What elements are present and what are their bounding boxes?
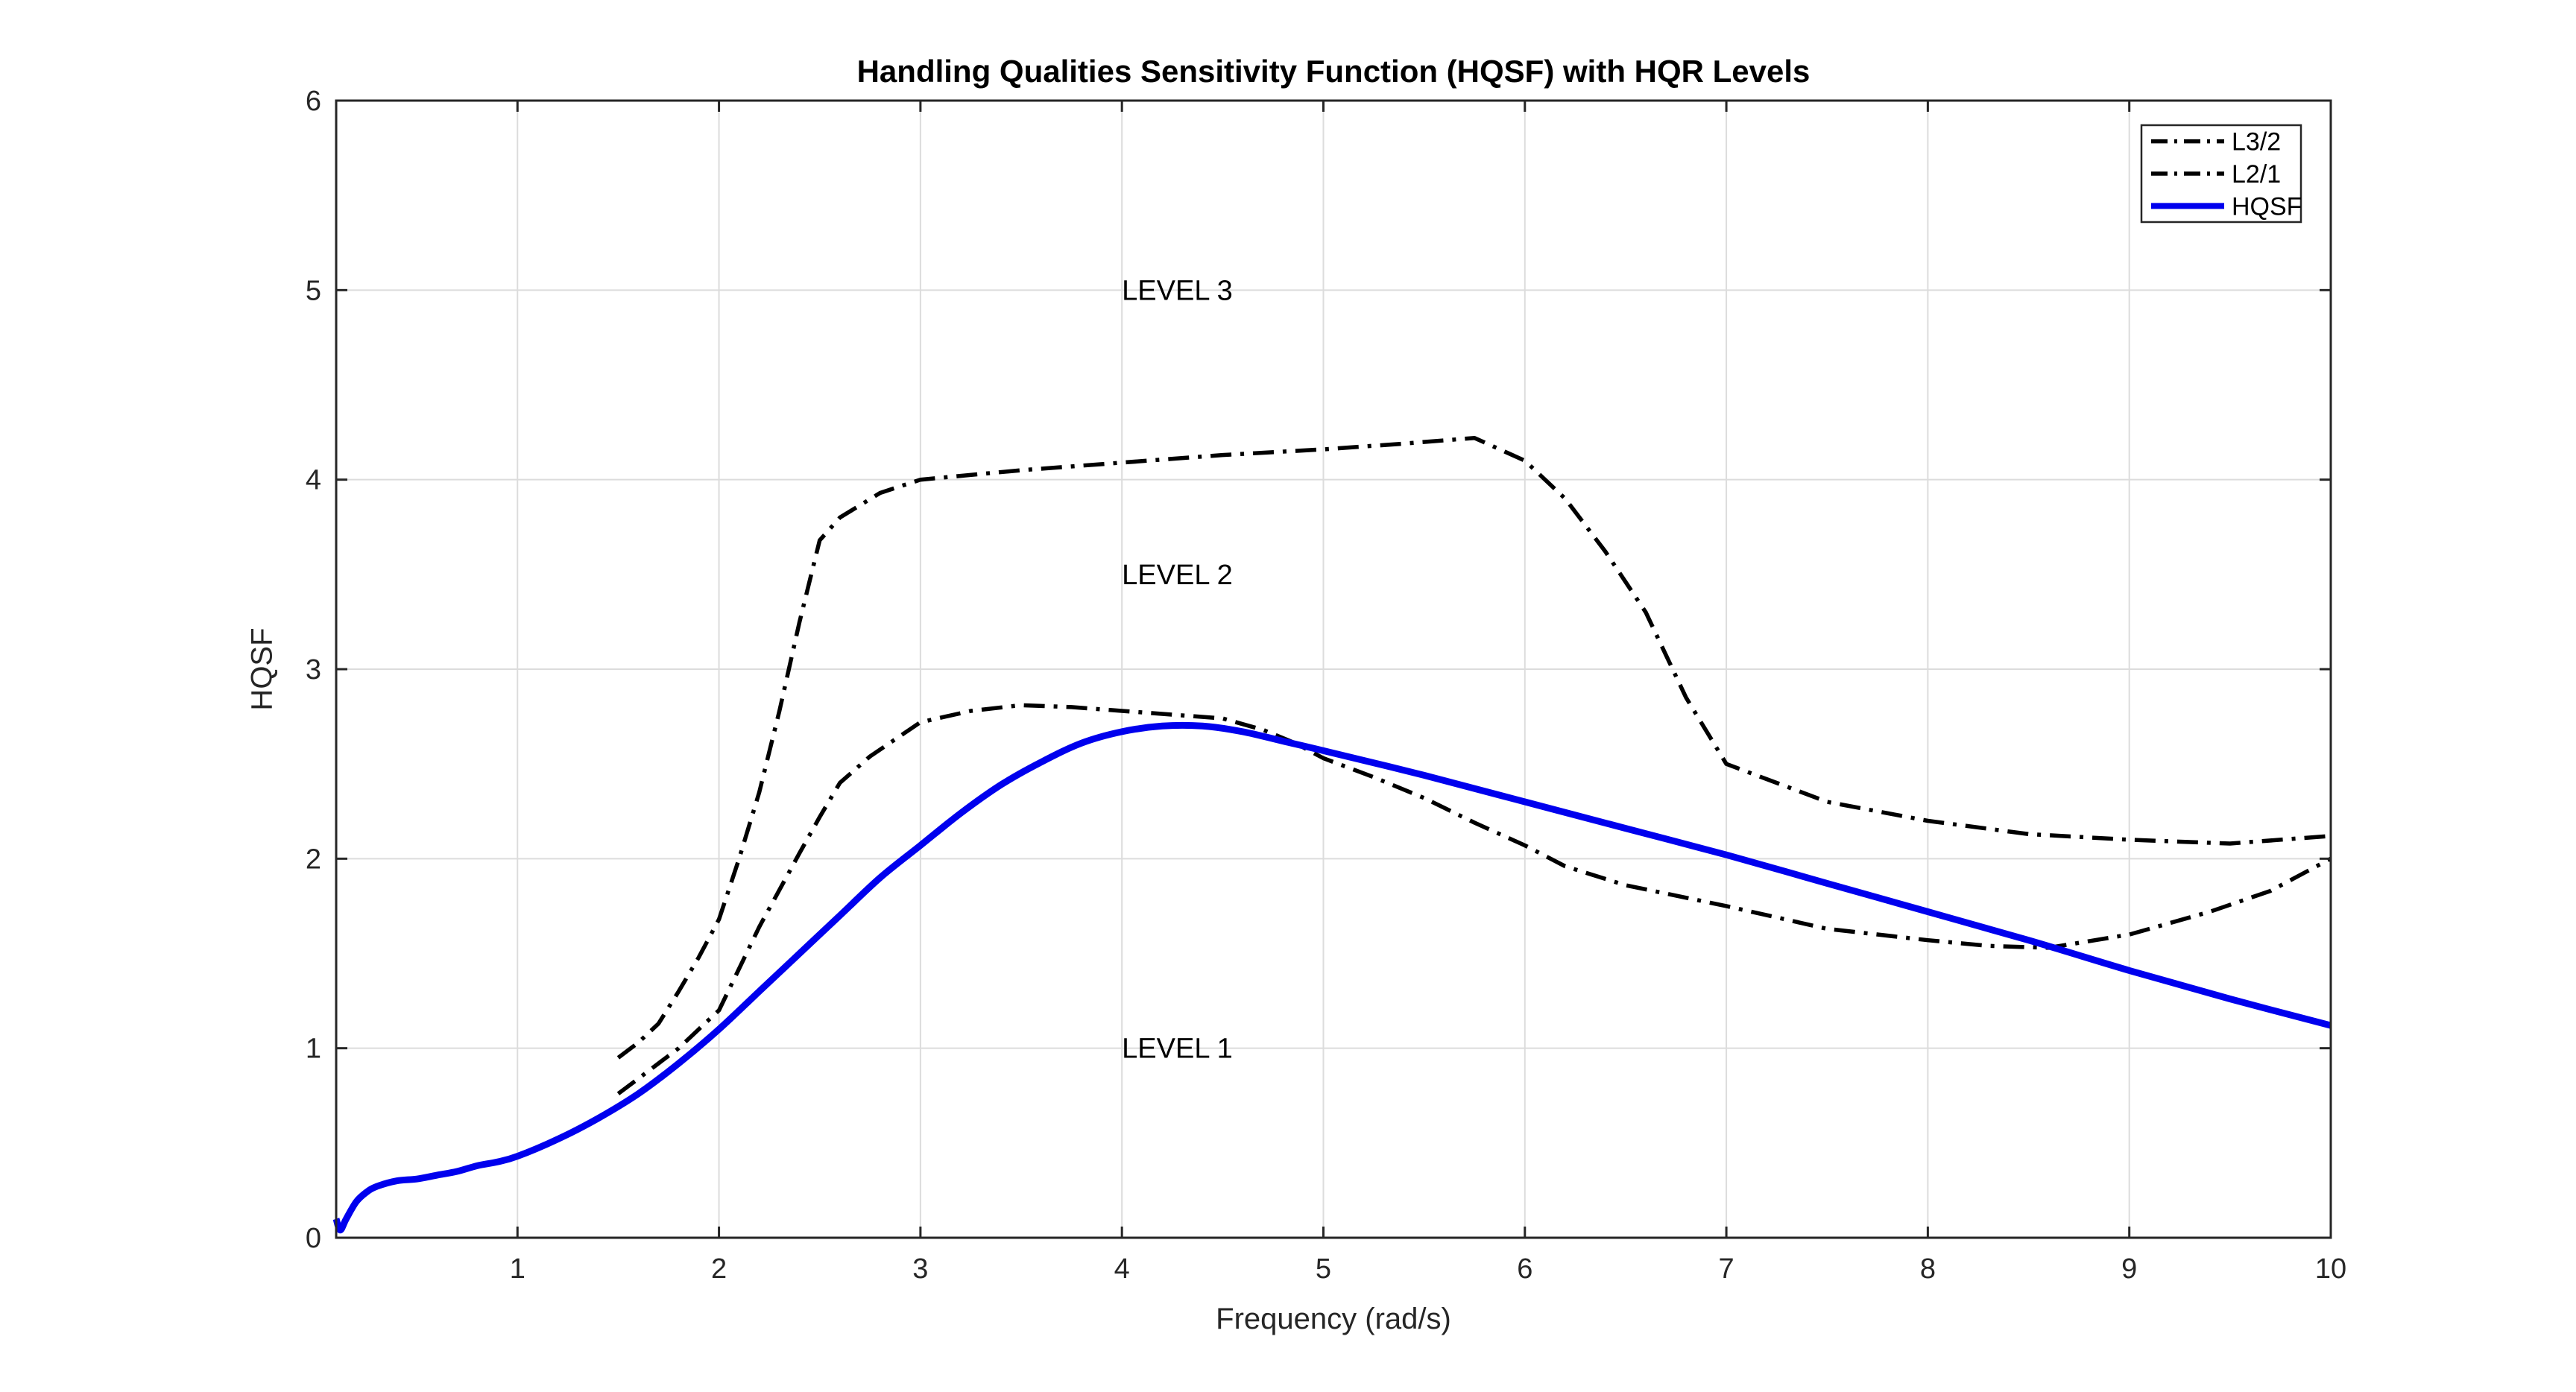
annotation-level-3: LEVEL 3	[1122, 275, 1233, 306]
series-layer	[332, 435, 2332, 1234]
series-line-l2-1	[616, 703, 2332, 1095]
series-line-hqsf	[332, 721, 2332, 1234]
annotation-level-1: LEVEL 1	[1122, 1034, 1233, 1065]
grid-layer	[336, 101, 2331, 1238]
x-axis-label: Frequency (rad/s)	[1216, 1303, 1451, 1335]
x-tick-label: 5	[1316, 1253, 1331, 1285]
series-line-l3-2	[616, 435, 2332, 1060]
legend-label-l3-2: L3/2	[2232, 128, 2281, 156]
x-tick-label: 8	[1920, 1253, 1936, 1285]
y-axis-label: HQSF	[245, 627, 279, 711]
y-tick-label: 2	[306, 844, 321, 875]
x-tick-label: 7	[1719, 1253, 1734, 1285]
x-tick-label: 2	[711, 1253, 727, 1285]
legend-label-hqsf: HQSF	[2232, 192, 2302, 221]
y-tick-label: 3	[306, 654, 321, 686]
tick-label-layer: 1 2 3 4 5 6 7 8 9 10 0 1 2 3 4 5 6	[306, 86, 2346, 1285]
y-tick-label: 6	[306, 86, 321, 117]
x-tick-label: 6	[1517, 1253, 1532, 1285]
y-tick-label: 0	[306, 1223, 321, 1254]
x-tick-label: 4	[1114, 1253, 1130, 1285]
chart-title: Handling Qualities Sensitivity Function …	[856, 54, 1811, 89]
x-tick-label: 3	[912, 1253, 928, 1285]
legend: L3/2 L2/1 HQSF	[2140, 124, 2302, 224]
annotation-layer: LEVEL 3 LEVEL 2 LEVEL 1	[1122, 275, 1233, 1064]
x-tick-label: 9	[2121, 1253, 2137, 1285]
y-tick-label: 4	[306, 465, 321, 496]
legend-label-l2-1: L2/1	[2232, 160, 2281, 189]
y-tick-label: 1	[306, 1034, 321, 1065]
y-tick-label: 5	[306, 275, 321, 306]
axes-layer	[335, 99, 2332, 1239]
annotation-level-2: LEVEL 2	[1122, 560, 1233, 591]
x-tick-label: 10	[2315, 1253, 2346, 1285]
x-tick-label: 1	[510, 1253, 525, 1285]
